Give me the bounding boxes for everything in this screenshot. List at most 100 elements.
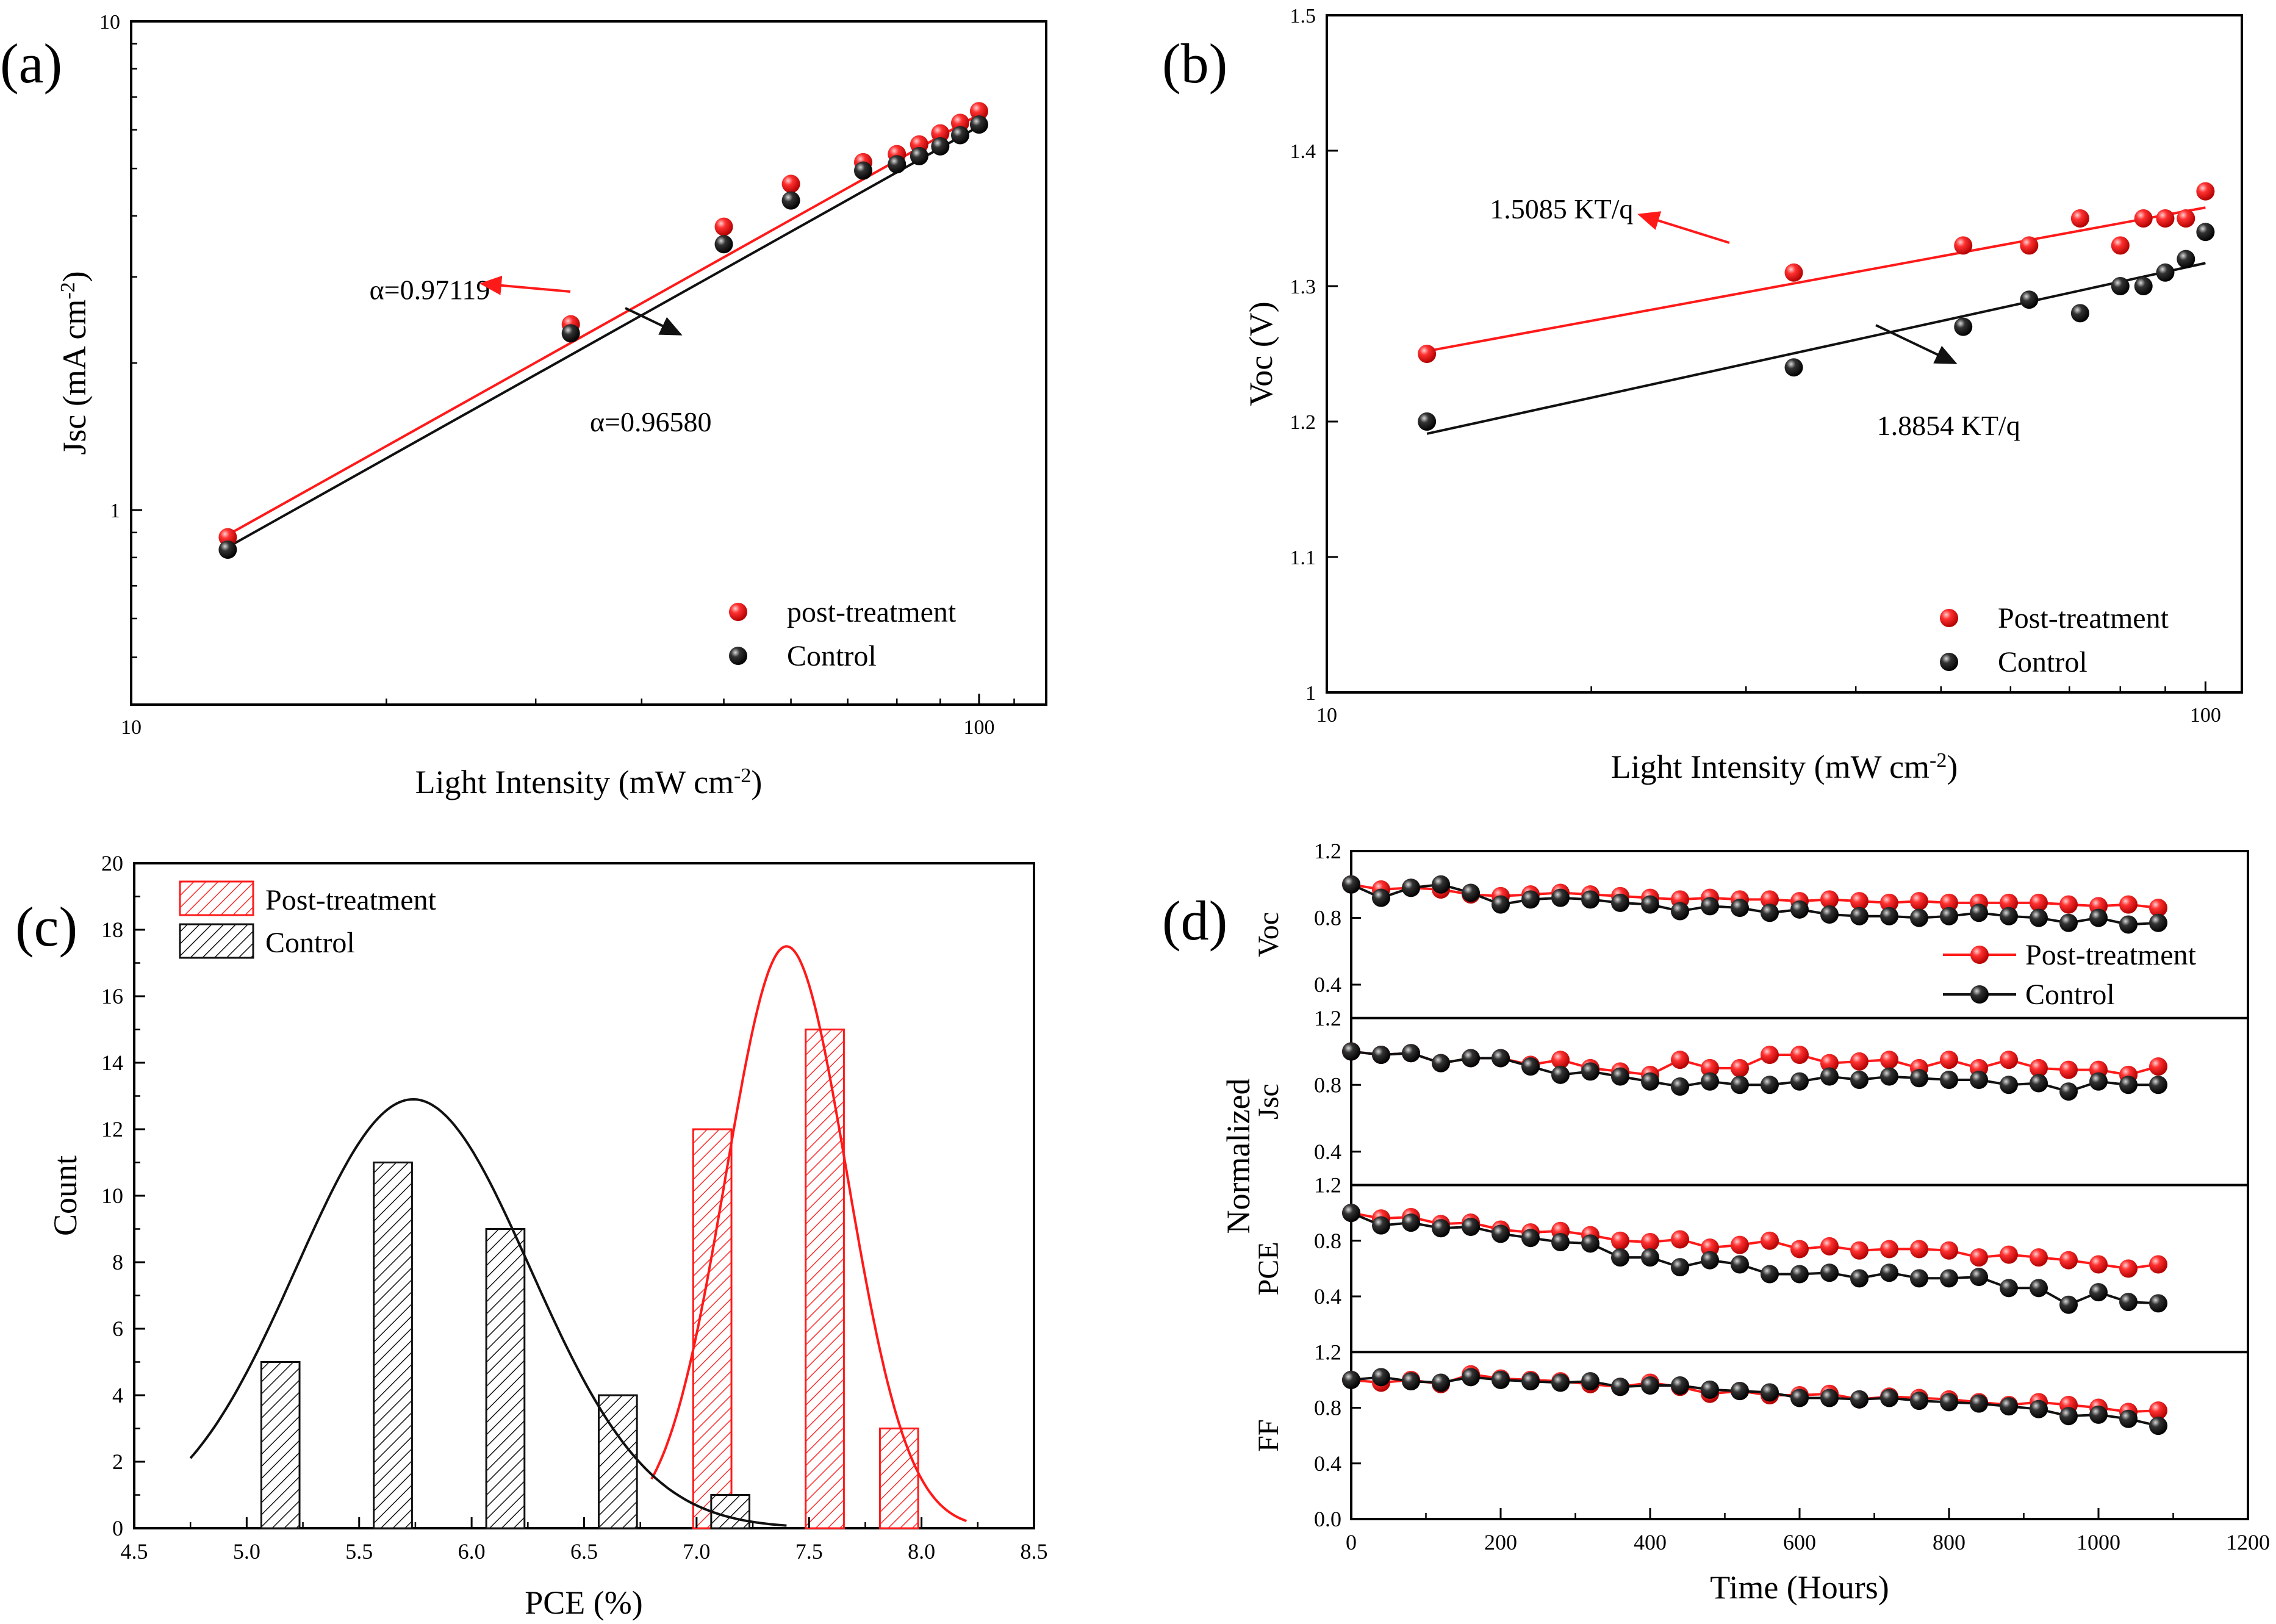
y-tick-label: 1.3 (1290, 276, 1316, 298)
data-point-red (1850, 892, 1869, 911)
data-point-black (1850, 1269, 1869, 1288)
data-point-black (1970, 1394, 1988, 1413)
data-point-red (1761, 1045, 1779, 1064)
series-line-red (1351, 1212, 2159, 1270)
subplot-voc: 0.4 0.8 1.2 Voc (1252, 839, 2167, 997)
x-tick-label: 4.5 (121, 1539, 148, 1564)
data-point-black (1641, 1072, 1659, 1091)
panel-b-frame (1326, 14, 2243, 694)
data-point-black (1462, 883, 1480, 902)
data-point-black (1492, 1370, 1510, 1389)
y-tick-label: 12 (101, 1117, 123, 1141)
subplot-ylabel: FF (1252, 1419, 1285, 1451)
data-point-black (1581, 890, 1599, 909)
fit-line-red (227, 113, 980, 536)
data-point-red (1940, 1241, 1958, 1260)
data-point-black (1940, 907, 1958, 925)
y-tick-label: 1.2 (1314, 1006, 1341, 1030)
legend-marker-red (1940, 609, 1958, 627)
data-point-black (1701, 1072, 1719, 1091)
data-point-black (2149, 1076, 2167, 1094)
data-point-black (1462, 1217, 1480, 1236)
x-tick-label: 5.5 (345, 1539, 373, 1564)
data-point-black (1432, 1373, 1450, 1392)
data-point-black (1940, 1393, 1958, 1412)
x-tick-label: 600 (1783, 1530, 1816, 1554)
x-tick-label: 200 (1484, 1530, 1517, 1554)
data-point-black (1402, 1213, 1420, 1232)
series-line-red (1351, 1373, 2159, 1414)
data-point-black (1731, 1076, 1749, 1094)
data-point-black (1731, 899, 1749, 918)
data-point-black (2000, 1279, 2018, 1298)
data-point-black (853, 161, 872, 180)
data-point-black (1701, 897, 1719, 916)
annotation: α=0.97119 (370, 275, 490, 306)
data-point-red (1641, 1233, 1659, 1252)
data-point-black (1342, 1370, 1360, 1389)
y-tick-label: 18 (101, 918, 123, 942)
data-point-red (1418, 345, 1437, 363)
data-point-black (1701, 1251, 1719, 1270)
data-point-red (1910, 892, 1928, 911)
data-point-black (1432, 875, 1450, 894)
data-point-red (2149, 1255, 2167, 1274)
x-tick-label: 7.5 (795, 1539, 823, 1564)
gaussian-fit-red (650, 945, 967, 1523)
y-tick-label: 0.8 (1314, 906, 1341, 930)
data-point-red (1731, 1058, 1749, 1077)
data-point-black (2059, 1295, 2078, 1314)
data-point-red (1611, 1231, 1629, 1250)
data-point-black (2149, 1294, 2167, 1313)
data-point-black (781, 191, 800, 210)
series-line-black (1351, 883, 2159, 926)
data-point-black (1850, 907, 1869, 925)
y-tick-label: 0.4 (1314, 1284, 1341, 1309)
data-point-red (781, 174, 800, 193)
y-tick-label: 16 (101, 984, 123, 1008)
data-point-black (1432, 1054, 1450, 1072)
legend-label: Post-treatment (2025, 939, 2197, 971)
y-tick-label: 1.2 (1314, 1340, 1341, 1364)
data-point-black (2111, 277, 2130, 295)
data-point-black (2070, 304, 2089, 323)
data-point-red (2020, 236, 2039, 255)
annotation: α=0.96580 (590, 406, 712, 437)
data-point-black (2089, 1283, 2108, 1302)
data-point-red (2000, 1245, 2018, 1264)
data-point-black (1671, 1077, 1689, 1096)
data-point-red (2156, 209, 2175, 228)
data-point-black (1372, 888, 1390, 907)
data-point-black (1880, 907, 1898, 925)
panel-a-xlabel: Light Intensity (mW cm-2) (415, 764, 763, 800)
data-point-black (1611, 1378, 1629, 1396)
data-point-black (1731, 1382, 1749, 1401)
data-point-black (1551, 1065, 1570, 1084)
data-point-black (888, 155, 906, 174)
data-point-black (2119, 1409, 2138, 1428)
annotation-arrow (625, 307, 683, 336)
data-point-red (1761, 890, 1779, 909)
data-point-red (1790, 1045, 1809, 1064)
y-tick-label: 0.4 (1314, 1140, 1341, 1164)
legend-marker-black (1940, 653, 1958, 671)
fit-line-red (1426, 206, 2206, 353)
data-point-black (2119, 915, 2138, 934)
data-point-black (1611, 1248, 1629, 1267)
hist-bar-black (373, 1162, 413, 1529)
x-tick-label: 1000 (2077, 1530, 2120, 1554)
data-point-black (1551, 888, 1570, 907)
data-point-black (1784, 358, 1803, 377)
data-point-red (2000, 893, 2018, 912)
data-point-black (1910, 908, 1928, 927)
x-tick-label: 10 (1316, 704, 1337, 727)
data-point-red (1790, 1240, 1809, 1259)
data-point-black (2000, 1076, 2018, 1094)
data-point-black (1641, 895, 1659, 914)
data-point-black (2196, 223, 2215, 242)
data-point-red (1880, 1240, 1898, 1259)
x-tick-label: 8.0 (908, 1539, 935, 1564)
legend-marker-red (729, 603, 747, 621)
y-tick-label: 6 (112, 1317, 123, 1341)
